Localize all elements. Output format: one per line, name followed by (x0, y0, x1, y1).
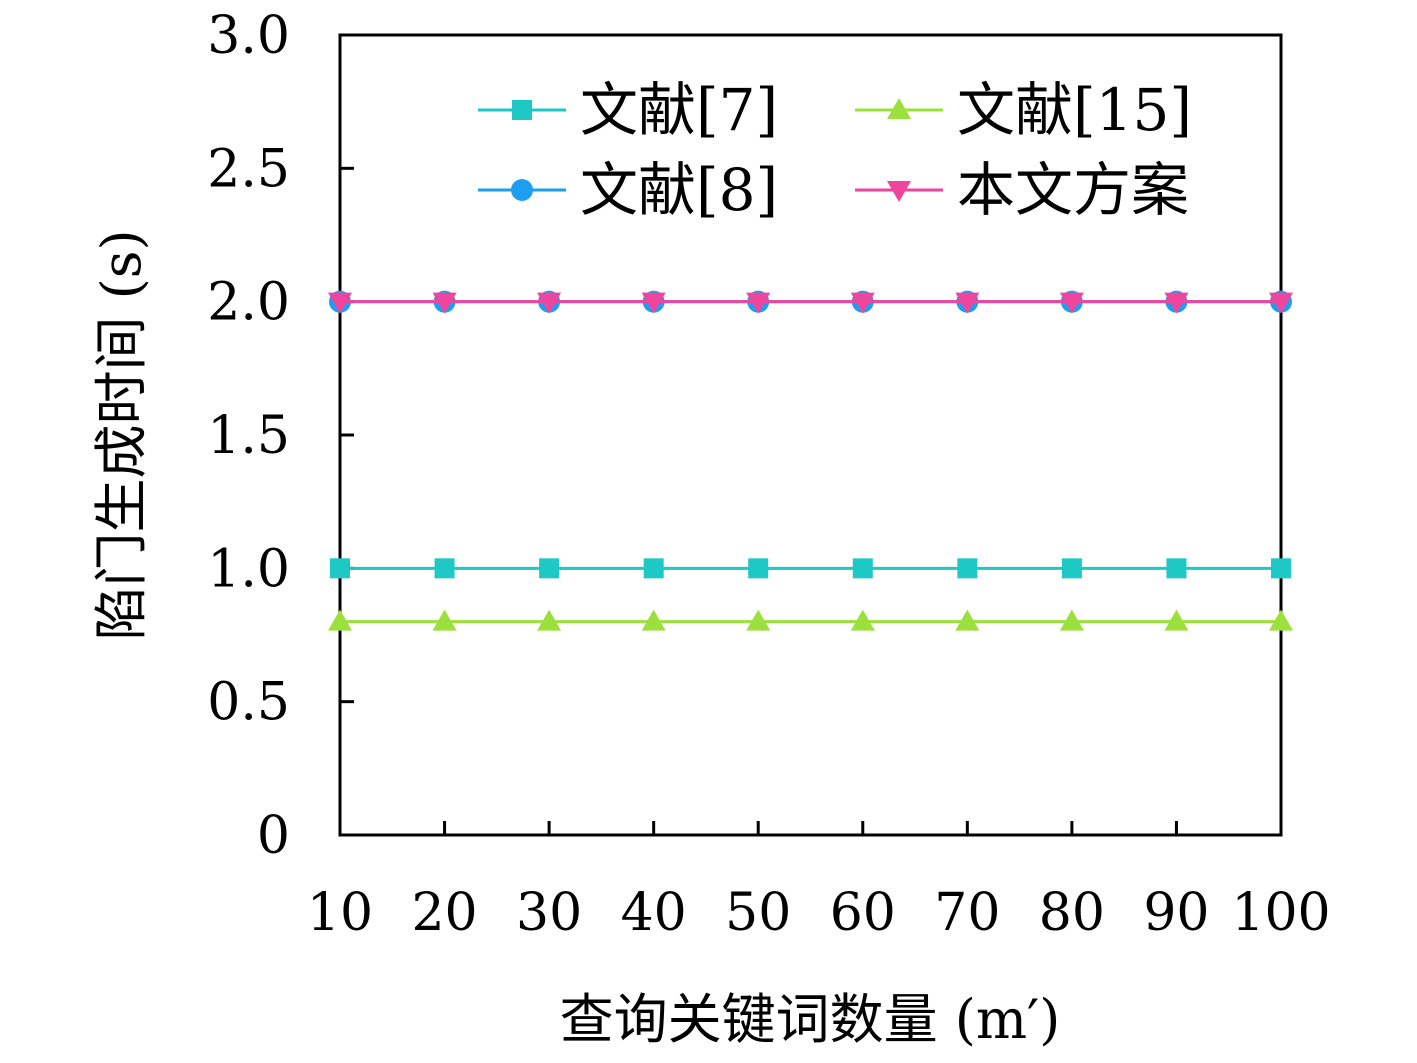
data-point (643, 558, 664, 579)
data-point (539, 558, 560, 579)
data-point (328, 292, 352, 314)
y-tick-label: 1.0 (207, 539, 290, 599)
data-point (748, 558, 769, 579)
y-tick-label: 1.5 (207, 406, 290, 466)
x-tick-label: 80 (1039, 883, 1105, 943)
legend-marker (512, 100, 532, 120)
legend-item: 文献[7] (478, 76, 778, 144)
y-tick-label: 2.5 (207, 139, 290, 199)
data-point (432, 292, 457, 314)
x-tick-label: 90 (1143, 883, 1209, 943)
y-tick-label: 0.5 (207, 673, 290, 733)
data-point (746, 609, 771, 631)
y-tick-label: 3.0 (207, 6, 290, 66)
data-point (434, 558, 455, 579)
data-point (850, 292, 875, 314)
data-point (328, 609, 352, 631)
data-point (1166, 558, 1187, 579)
data-point (537, 609, 562, 631)
y-tick-label: 2.0 (207, 273, 290, 333)
data-point (1271, 558, 1291, 579)
data-point (537, 292, 562, 314)
legend-item: 本文方案 (855, 156, 1189, 224)
data-point (1059, 609, 1084, 631)
x-tick-label: 100 (1231, 883, 1330, 943)
series-3 (328, 609, 1293, 631)
series-layer (328, 290, 1293, 631)
plot-frame (338, 33, 1283, 837)
legend-label: 文献[8] (580, 156, 778, 224)
x-tick-label: 30 (516, 883, 582, 943)
series-4 (328, 292, 1293, 314)
data-point (852, 558, 873, 579)
data-point (1061, 558, 1082, 579)
data-point (432, 609, 457, 631)
y-axis-title: 陷门生成时间 (s) (90, 229, 153, 640)
data-point (955, 292, 980, 314)
x-tick-label: 70 (934, 883, 1000, 943)
data-point (1059, 292, 1084, 314)
legend: 文献[7] 文献[8] 文献[15] 本文方案 (478, 76, 1192, 224)
legend-label: 文献[15] (957, 76, 1192, 144)
data-point (955, 609, 980, 631)
data-point (1164, 292, 1189, 314)
x-tick-label: 20 (411, 883, 477, 943)
x-axis: 10 20 30 40 50 60 70 80 90 100 (307, 821, 1331, 943)
legend-label: 文献[7] (580, 76, 778, 144)
legend-marker (887, 98, 911, 119)
series-1 (330, 558, 1291, 579)
x-tick-label: 60 (830, 883, 896, 943)
x-axis-title: 查询关键词数量 (m′) (560, 988, 1061, 1051)
data-point (1269, 609, 1293, 631)
data-point (957, 558, 978, 579)
data-point (850, 609, 875, 631)
x-tick-label: 10 (307, 883, 373, 943)
legend-label: 本文方案 (957, 156, 1189, 224)
legend-marker (511, 179, 533, 201)
x-tick-label: 50 (725, 883, 791, 943)
y-tick-label: 0 (257, 806, 290, 866)
legend-marker (887, 181, 911, 202)
data-point (641, 292, 666, 314)
data-point (330, 558, 350, 579)
x-tick-label: 40 (621, 883, 687, 943)
data-point (1269, 292, 1293, 314)
legend-item: 文献[15] (855, 76, 1192, 144)
data-point (746, 292, 771, 314)
legend-item: 文献[8] (478, 156, 778, 224)
data-point (641, 609, 666, 631)
data-point (1164, 609, 1189, 631)
y-axis: 0 0.5 1.0 1.5 2.0 2.5 3.0 (207, 6, 354, 866)
